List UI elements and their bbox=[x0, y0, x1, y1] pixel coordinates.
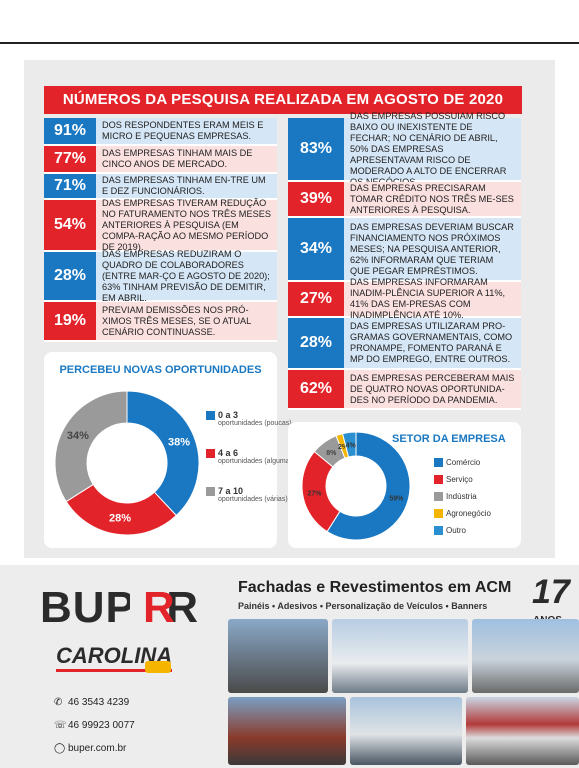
legend-item: Outro bbox=[434, 526, 467, 536]
legend-label: 0 a 3 bbox=[218, 410, 239, 420]
photo-storefront-5 bbox=[350, 697, 462, 765]
stat-percent: 91% bbox=[44, 118, 96, 144]
legend-item: Serviço bbox=[434, 475, 473, 485]
pie-label: 59% bbox=[389, 496, 404, 503]
stat-text: DAS EMPRESAS TIVERAM REDUÇÃO NO FATURAME… bbox=[96, 198, 277, 252]
legend-swatch bbox=[206, 411, 215, 421]
stat-row: 83%DAS EMPRESAS POSSUIAM RISCO BAIXO OU … bbox=[288, 111, 521, 187]
legend-item: 0 a 3 oportunidades (poucas) bbox=[206, 410, 292, 428]
stat-percent: 28% bbox=[44, 252, 96, 300]
legend-item: Comércio bbox=[434, 458, 481, 468]
stat-text: PREVIAM DEMISSÕES NOS PRÓ-XIMOS TRÊS MES… bbox=[96, 302, 277, 340]
advertisement: BUPER R CAROLINA ✆ 46 3543 4239 ☏46 99923… bbox=[0, 565, 579, 768]
stat-percent: 71% bbox=[44, 174, 96, 198]
phone-icon: ✆ bbox=[54, 697, 63, 708]
legend-label: Serviço bbox=[446, 475, 473, 484]
photo-storefront-1 bbox=[228, 619, 328, 693]
whatsapp-icon: ☏ bbox=[54, 720, 67, 731]
legend-swatch bbox=[206, 487, 215, 497]
stat-text: DAS EMPRESAS REDUZIRAM O QUADRO DE COLAB… bbox=[96, 249, 277, 303]
pie-label: 4% bbox=[346, 442, 357, 449]
stat-row: 19% PREVIAM DEMISSÕES NOS PRÓ-XIMOS TRÊS … bbox=[44, 302, 277, 342]
pie-slice bbox=[341, 431, 357, 458]
phone-row-2: ☏46 99923 0077 bbox=[54, 720, 135, 731]
opportunities-title: PERCEBEU NOVAS OPORTUNIDADES bbox=[59, 364, 262, 376]
legend-sublabel: oportunidades (algumas) bbox=[218, 458, 296, 466]
page-title: NÚMEROS DA PESQUISA REALIZADA EM AGOSTO … bbox=[44, 86, 522, 114]
legend-label: Outro bbox=[446, 526, 467, 535]
stat-text: DAS EMPRESAS PERCEBERAM MAIS DE QUATRO N… bbox=[344, 370, 521, 408]
photo-storefront-4 bbox=[228, 697, 346, 765]
stat-row: 71% DAS EMPRESAS TINHAM EN-TRE UM E DEZ F… bbox=[44, 174, 277, 200]
ad-headline: Fachadas e Revestimentos em ACM bbox=[238, 579, 512, 596]
legend-item: Agronegócio bbox=[434, 509, 491, 519]
stat-row: 54% DAS EMPRESAS TIVERAM REDUÇÃO NO FATUR… bbox=[44, 198, 277, 252]
ad-subline: Painéis • Adesivos • Personalização de V… bbox=[238, 601, 488, 611]
pie-slice bbox=[326, 431, 411, 541]
photo-storefront-6 bbox=[466, 697, 579, 765]
pie-label: 28% bbox=[109, 513, 131, 525]
legend-label: 4 a 6 bbox=[218, 448, 239, 458]
stat-percent: 77% bbox=[44, 146, 96, 172]
photo-storefront-2 bbox=[332, 619, 468, 693]
stat-row: 28% DAS EMPRESAS REDUZIRAM O QUADRO DE CO… bbox=[44, 249, 277, 303]
legend-sublabel: oportunidades (várias) bbox=[218, 496, 288, 504]
stat-percent: 39% bbox=[288, 182, 344, 216]
stat-text: DAS EMPRESAS TINHAM MAIS DE CINCO ANOS D… bbox=[96, 146, 277, 172]
stat-percent: 62% bbox=[288, 370, 344, 408]
stat-percent: 28% bbox=[288, 318, 344, 368]
stat-row: 77% DAS EMPRESAS TINHAM MAIS DE CINCO ANO… bbox=[44, 146, 277, 174]
stat-text: DAS EMPRESAS POSSUIAM RISCO BAIXO OU INE… bbox=[344, 111, 521, 187]
legend-swatch bbox=[434, 526, 443, 536]
stat-row: 27% DAS EMPRESAS INFORMARAM INADIM-PLÊNCI… bbox=[288, 277, 521, 320]
pie-label: 2% bbox=[338, 444, 349, 451]
stat-percent: 27% bbox=[288, 282, 344, 316]
pie-label: 34% bbox=[67, 430, 89, 442]
header-rule bbox=[0, 0, 579, 44]
legend-item: Indústria bbox=[434, 492, 477, 502]
stat-row: 39% DAS EMPRESAS PRECISARAM TOMAR CRÉDITO… bbox=[288, 182, 521, 218]
stat-row: 91% DOS RESPONDENTES ERAM MEIS E MICRO E … bbox=[44, 118, 277, 146]
legend-label: Indústria bbox=[446, 492, 477, 501]
pie-slice bbox=[54, 390, 128, 503]
legend-swatch bbox=[206, 449, 215, 459]
stat-row: 34% DAS EMPRESAS DEVERIAM BUSCAR FINANCIA… bbox=[288, 218, 521, 282]
stat-row: 62% DAS EMPRESAS PERCEBERAM MAIS DE QUATR… bbox=[288, 370, 521, 410]
site-row[interactable]: ◯ buper.com.br bbox=[54, 743, 127, 754]
sector-pie: 59% 27% 8%2%4% bbox=[301, 431, 411, 541]
legend-swatch bbox=[434, 509, 443, 519]
legend-label: Agronegócio bbox=[446, 509, 491, 518]
legend-swatch bbox=[434, 492, 443, 502]
stat-text: DAS EMPRESAS INFORMARAM INADIM-PLÊNCIA S… bbox=[344, 277, 521, 320]
pie-label: 38% bbox=[168, 436, 190, 448]
legend-swatch bbox=[434, 475, 443, 485]
stat-text: DAS EMPRESAS PRECISARAM TOMAR CRÉDITO NO… bbox=[344, 182, 521, 216]
ad-brand: BUPER bbox=[40, 583, 200, 632]
legend-label: 7 a 10 bbox=[218, 486, 244, 496]
stat-text: DAS EMPRESAS DEVERIAM BUSCAR FINANCIAMEN… bbox=[344, 218, 521, 280]
stat-percent: 34% bbox=[288, 218, 344, 280]
opportunities-pie: 38% 28% 34% bbox=[54, 390, 200, 536]
legend-sublabel: oportunidades (poucas) bbox=[218, 420, 292, 428]
globe-icon: ◯ bbox=[54, 743, 66, 754]
pie-label: 8% bbox=[326, 450, 337, 457]
photo-storefront-3 bbox=[472, 619, 579, 693]
pie-slice bbox=[126, 390, 200, 517]
legend-swatch bbox=[434, 458, 443, 468]
stat-text: DAS EMPRESAS UTILIZARAM PRO-GRAMAS GOVER… bbox=[344, 318, 521, 368]
sector-title: SETOR DA EMPRESA bbox=[392, 433, 506, 445]
stat-percent: 19% bbox=[44, 302, 96, 340]
legend-item: 7 a 10 oportunidades (várias) bbox=[206, 486, 288, 504]
stat-row: 28% DAS EMPRESAS UTILIZARAM PRO-GRAMAS GO… bbox=[288, 318, 521, 370]
stat-percent: 54% bbox=[44, 200, 96, 250]
stat-percent: 83% bbox=[288, 118, 344, 180]
phone-row-1: ✆ 46 3543 4239 bbox=[54, 697, 130, 708]
stat-text: DAS EMPRESAS TINHAM EN-TRE UM E DEZ FUNC… bbox=[96, 174, 277, 198]
anniversary-number: 17 bbox=[532, 573, 570, 611]
pie-label: 27% bbox=[308, 491, 323, 498]
stat-text: DOS RESPONDENTES ERAM MEIS E MICRO E PEQ… bbox=[96, 118, 277, 144]
legend-item: 4 a 6 oportunidades (algumas) bbox=[206, 448, 295, 466]
legend-label: Comércio bbox=[446, 458, 481, 467]
